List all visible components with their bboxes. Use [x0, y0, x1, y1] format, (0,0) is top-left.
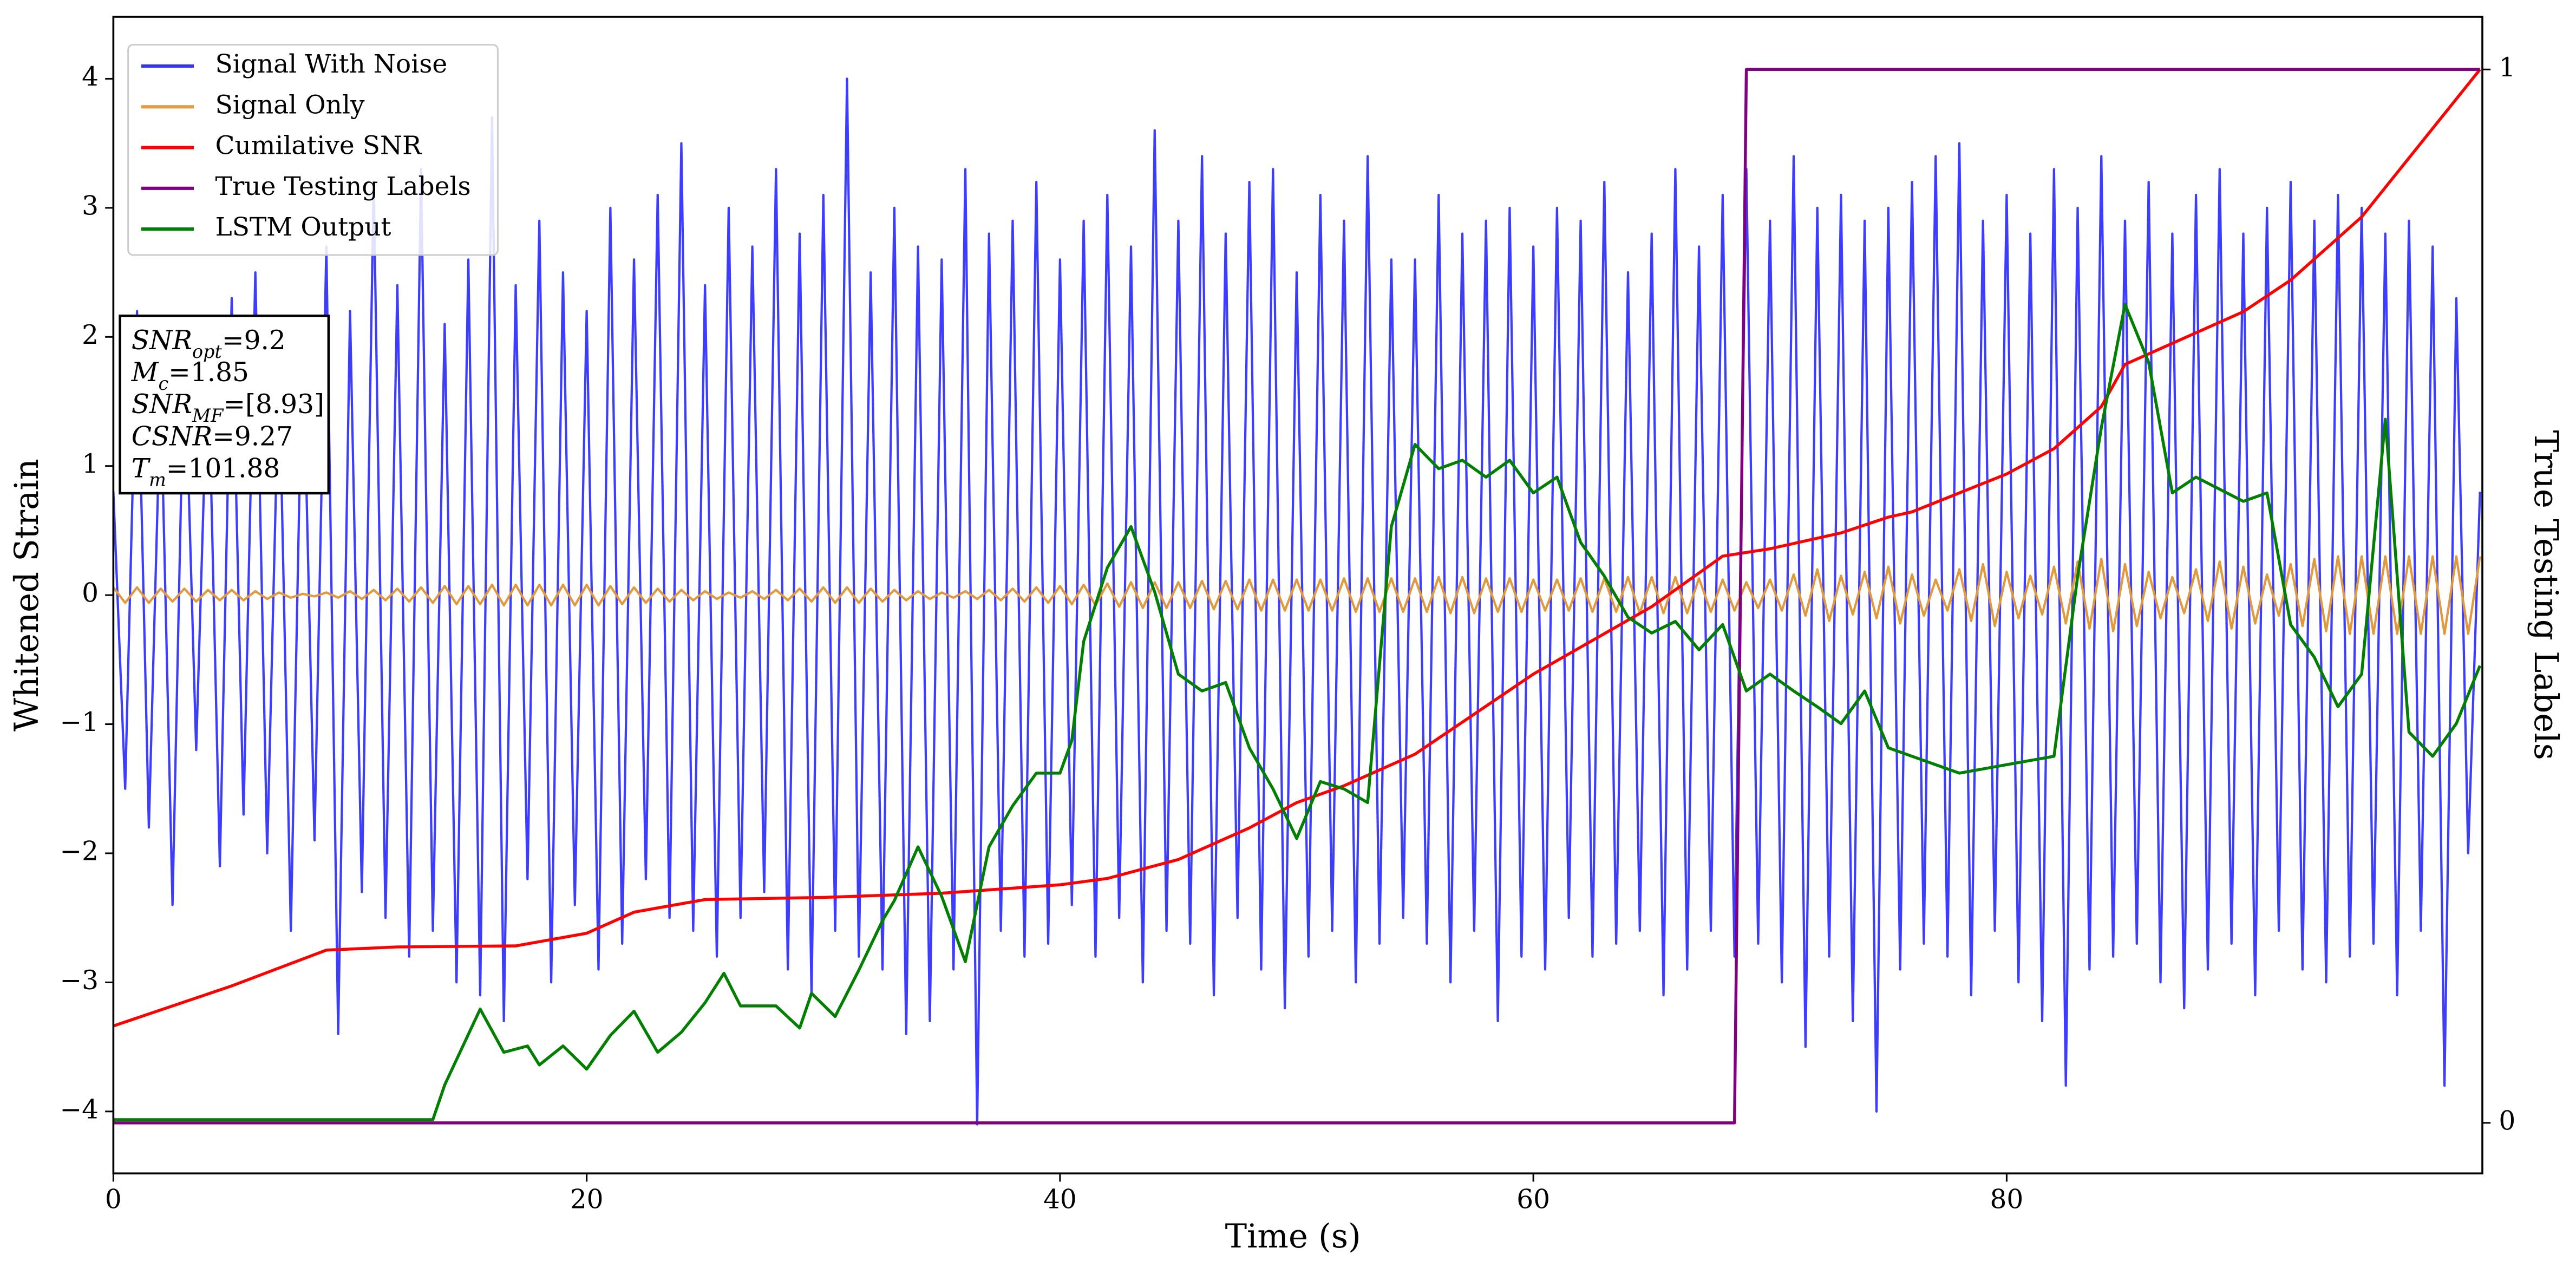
- annotation-subscript: opt: [192, 341, 222, 362]
- series-line: [113, 68, 2480, 1125]
- annotation-subscript: c: [158, 373, 168, 394]
- legend-label: Signal Only: [215, 90, 365, 120]
- annotation-line: SNRMF=[8.93]: [132, 389, 324, 426]
- annotation-line: CSNR=9.27: [132, 421, 293, 452]
- legend-box: [127, 44, 499, 256]
- annotation-symbol: SNR: [132, 325, 192, 355]
- y-tick-label: 1: [82, 449, 99, 479]
- annotation-line: Mc=1.85: [131, 357, 249, 394]
- annotation-value: =101.88: [166, 453, 280, 484]
- annotation-box: [119, 314, 330, 495]
- series-line: [113, 303, 2482, 1121]
- legend-label: Signal With Noise: [215, 49, 448, 79]
- y-tick-label: 4: [82, 62, 99, 92]
- annotation: SNRopt=9.2Mc=1.85SNRMF=[8.93]CSNR=9.27Tm…: [131, 325, 324, 490]
- annotation-value: =1.85: [168, 357, 249, 387]
- annotation-subscript: m: [149, 469, 166, 490]
- x-tick-label: 40: [1043, 1184, 1077, 1214]
- y-tick-label: −1: [60, 707, 99, 737]
- annotation-symbol: CSNR: [132, 421, 212, 452]
- y-tick-label: 0: [82, 578, 99, 609]
- y-tick-label: −4: [60, 1094, 99, 1125]
- y2-axis-label: True Testing Labels: [2527, 430, 2565, 760]
- x-tick-label: 20: [570, 1184, 604, 1214]
- annotation-line: SNRopt=9.2: [132, 325, 286, 362]
- y-tick-label: 2: [82, 320, 99, 350]
- series-line: [113, 68, 2481, 1028]
- x-tick-label: 80: [1990, 1184, 2024, 1214]
- annotation-line: Tm=101.88: [132, 453, 280, 490]
- y2-tick-label: 0: [2499, 1106, 2515, 1136]
- x-tick-label: 60: [1516, 1184, 1550, 1214]
- y2-tick-label: 1: [2499, 53, 2515, 83]
- legend-label: Cumilative SNR: [215, 131, 423, 161]
- legend-label: LSTM Output: [215, 212, 391, 242]
- annotation-value: =9.27: [212, 421, 293, 452]
- y-tick-label: −3: [60, 965, 99, 996]
- annotation-subscript: MF: [192, 405, 224, 426]
- annotation-symbol: M: [131, 357, 159, 387]
- y-axis-label: Whitened Strain: [8, 459, 46, 731]
- series-line: [113, 555, 2481, 635]
- plot-area: [113, 68, 2482, 1126]
- x-axis-label: Time (s): [1225, 1218, 1361, 1256]
- annotation-symbol: SNR: [132, 389, 192, 420]
- legend-label: True Testing Labels: [215, 172, 471, 201]
- y-tick-label: −2: [60, 836, 99, 866]
- annotation-value: =[8.93]: [223, 389, 324, 420]
- series-line: [113, 77, 2481, 1126]
- annotation-symbol: T: [132, 453, 151, 484]
- y-tick-label: 3: [82, 191, 99, 221]
- annotation-value: =9.2: [222, 325, 286, 355]
- x-tick-label: 0: [105, 1184, 122, 1214]
